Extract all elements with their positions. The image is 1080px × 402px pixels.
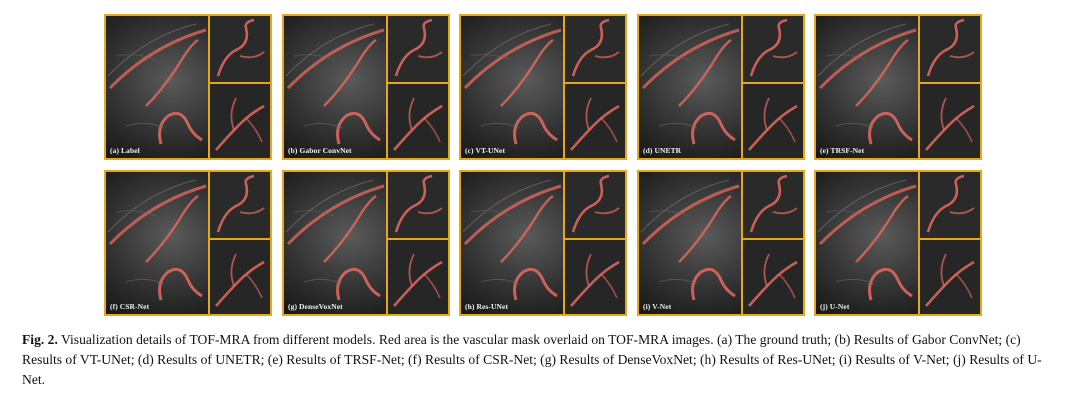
panel-caption-label: (c) VT-UNet	[465, 146, 506, 155]
zoom-inset-bottom	[563, 240, 625, 314]
zoom-inset-top-image	[743, 16, 803, 82]
zoom-inset-bottom-image	[920, 240, 980, 314]
panel-caption-label: (g) DenseVoxNet	[288, 302, 343, 311]
panel-caption-label: (a) Label	[110, 146, 140, 155]
zoom-inset-top-image	[210, 172, 270, 238]
panel-caption-label: (b) Gabor ConvNet	[288, 146, 352, 155]
panel-res-unet: (h) Res-UNet	[459, 170, 627, 316]
zoom-inset-top-image	[920, 172, 980, 238]
zoom-inset-bottom	[741, 84, 803, 158]
panel-caption-label: (h) Res-UNet	[465, 302, 509, 311]
panel-caption-label: (e) TRSF-Net	[820, 146, 865, 155]
zoom-inset-top	[386, 16, 448, 84]
panel-unetr: (d) UNETR	[637, 14, 805, 160]
figure-caption: Fig. 2. Visualization details of TOF-MRA…	[22, 330, 1062, 390]
zoom-inset-bottom-image	[210, 240, 270, 314]
zoom-inset-bottom	[208, 240, 270, 314]
zoom-inset-bottom	[918, 240, 980, 314]
panel-label: (a) Label	[104, 14, 272, 160]
zoom-inset-top	[563, 172, 625, 240]
caption-text: Visualization details of TOF-MRA from di…	[22, 332, 1042, 387]
panel-vt-unet: (c) VT-UNet	[459, 14, 627, 160]
zoom-inset-bottom	[741, 240, 803, 314]
panel-caption-label: (i) V-Net	[643, 302, 672, 311]
figure-grid: (a) Label (b) Gabor ConvNet	[104, 14, 982, 316]
zoom-inset-top	[741, 172, 803, 240]
zoom-inset-top	[208, 16, 270, 84]
zoom-inset-top-image	[388, 172, 448, 238]
zoom-inset-top	[741, 16, 803, 84]
zoom-inset-top-image	[210, 16, 270, 82]
zoom-inset-top	[208, 172, 270, 240]
zoom-inset-bottom	[918, 84, 980, 158]
zoom-inset-top-image	[565, 16, 625, 82]
panel-trsf-net: (e) TRSF-Net	[814, 14, 982, 160]
zoom-inset-top-image	[565, 172, 625, 238]
panel-gabor-convnet: (b) Gabor ConvNet	[282, 14, 450, 160]
panel-densevoxnet: (g) DenseVoxNet	[282, 170, 450, 316]
zoom-inset-top-image	[388, 16, 448, 82]
zoom-inset-bottom-image	[565, 240, 625, 314]
zoom-inset-bottom-image	[210, 84, 270, 158]
panel-caption-label: (f) CSR-Net	[110, 302, 150, 311]
zoom-inset-top	[386, 172, 448, 240]
zoom-inset-bottom-image	[388, 84, 448, 158]
panel-u-net: (j) U-Net	[814, 170, 982, 316]
zoom-inset-top	[563, 16, 625, 84]
caption-figure-label: Fig. 2.	[22, 332, 58, 347]
panel-caption-label: (j) U-Net	[820, 302, 850, 311]
zoom-inset-top	[918, 16, 980, 84]
zoom-inset-top-image	[743, 172, 803, 238]
zoom-inset-bottom-image	[743, 84, 803, 158]
zoom-inset-bottom-image	[388, 240, 448, 314]
zoom-inset-top-image	[920, 16, 980, 82]
panel-caption-label: (d) UNETR	[643, 146, 682, 155]
zoom-inset-bottom-image	[920, 84, 980, 158]
zoom-inset-bottom	[386, 84, 448, 158]
zoom-inset-bottom-image	[743, 240, 803, 314]
panel-csr-net: (f) CSR-Net	[104, 170, 272, 316]
zoom-inset-bottom	[386, 240, 448, 314]
panel-v-net: (i) V-Net	[637, 170, 805, 316]
zoom-inset-top	[918, 172, 980, 240]
zoom-inset-bottom-image	[565, 84, 625, 158]
zoom-inset-bottom	[208, 84, 270, 158]
zoom-inset-bottom	[563, 84, 625, 158]
